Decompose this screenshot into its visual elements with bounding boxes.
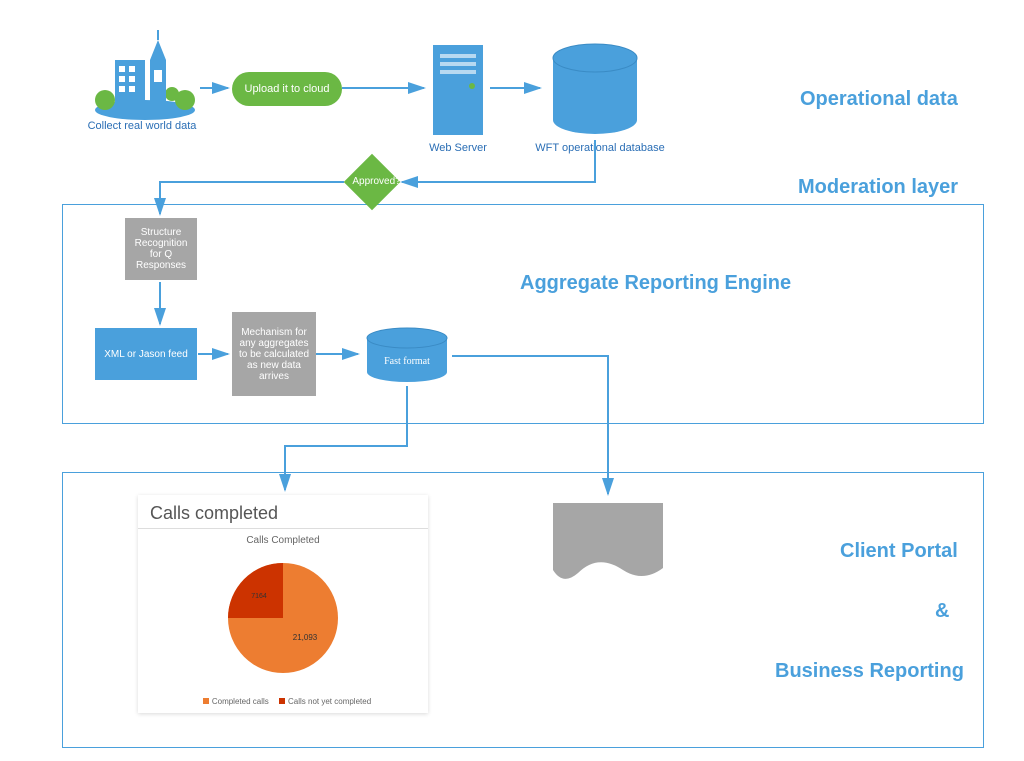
mechanism-node: Mechanism for any aggregates to be calcu… [232,312,316,396]
fast-format-icon: Fast format [362,326,452,386]
document-icon [548,498,668,588]
diagram-canvas: Operational data Moderation layer Aggreg… [0,0,1024,761]
structure-recognition-node: Structure Recognition for Q Responses [125,218,197,280]
collect-data-label: Collect real world data [72,120,212,132]
client-portal-label-3: Business Reporting [775,660,964,683]
svg-text:21,093: 21,093 [293,633,318,642]
structure-recognition-label: Structure Recognition for Q Responses [129,227,193,271]
legend-not-completed: Calls not yet completed [288,697,371,706]
moderation-layer-label: Moderation layer [798,176,958,199]
client-portal-label-1: Client Portal [840,540,958,563]
legend-completed: Completed calls [212,697,269,706]
svg-text:7164: 7164 [251,593,267,600]
xml-feed-label: XML or Jason feed [104,349,188,360]
client-portal-label-2: & [935,600,949,623]
aggregate-section-box [62,204,984,424]
web-server-icon [428,40,488,140]
pie-chart: 21,093 7164 [138,548,428,688]
approved-label: Approved? [352,176,392,187]
mechanism-label: Mechanism for any aggregates to be calcu… [236,327,312,382]
database-label: WFT operational database [530,142,670,154]
city-icon [90,30,200,120]
upload-cloud-node: Upload it to cloud [232,72,342,106]
chart-title: Calls completed [138,495,428,529]
xml-feed-node: XML or Jason feed [95,328,197,380]
operational-data-label: Operational data [800,88,958,111]
database-icon [545,40,645,140]
upload-cloud-label: Upload it to cloud [245,83,330,95]
chart-legend: Completed calls Calls not yet completed [138,693,428,706]
aggregate-engine-label: Aggregate Reporting Engine [520,272,791,295]
approved-decision: Approved? [344,154,401,211]
svg-text:Fast format: Fast format [384,356,430,367]
web-server-label: Web Server [428,142,488,154]
chart-subtitle: Calls Completed [138,529,428,548]
calls-completed-card: Calls completed Calls Completed 21,093 7… [138,495,428,713]
